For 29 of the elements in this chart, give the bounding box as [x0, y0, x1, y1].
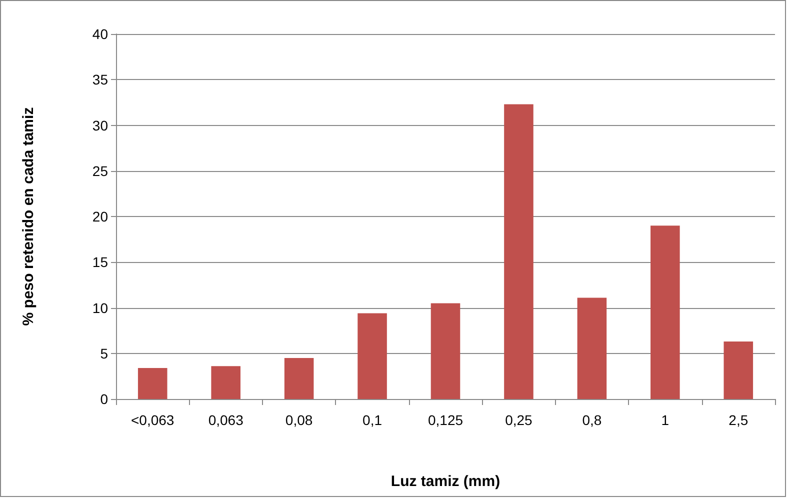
- bar: [138, 368, 168, 399]
- y-tick-label: 15: [92, 254, 108, 270]
- y-tick-label: 25: [92, 162, 108, 179]
- y-tick-label: 0: [100, 391, 108, 407]
- bar: [211, 366, 240, 399]
- x-tick-label: 0,063: [208, 412, 244, 428]
- y-axis-title: % peso retenido en cada tamiz: [20, 107, 37, 326]
- x-tick-label: 0,1: [362, 412, 382, 428]
- x-axis-title: Luz tamiz (mm): [390, 473, 500, 490]
- x-tick-label: 0,8: [582, 412, 602, 428]
- bar: [724, 342, 754, 399]
- bar: [430, 303, 460, 399]
- bar: [358, 313, 387, 399]
- y-tick-label: 30: [92, 117, 108, 134]
- y-tick-label: 20: [92, 208, 108, 224]
- y-tick-label: 40: [92, 26, 108, 42]
- y-tick-label: 5: [100, 345, 108, 362]
- x-tick-label: 2,5: [728, 412, 748, 428]
- bar: [284, 358, 314, 399]
- bar: [650, 226, 680, 399]
- x-tick-label: 0,25: [505, 412, 533, 428]
- x-tick-label: <0,063: [131, 412, 174, 428]
- y-tick-label: 10: [92, 300, 108, 316]
- bar: [504, 104, 534, 399]
- y-tick-label: 35: [92, 72, 108, 88]
- x-tick-label: 0,125: [428, 412, 464, 428]
- bar: [577, 298, 607, 399]
- x-tick-label: 1: [661, 412, 670, 428]
- x-tick-label: 0,08: [285, 412, 313, 428]
